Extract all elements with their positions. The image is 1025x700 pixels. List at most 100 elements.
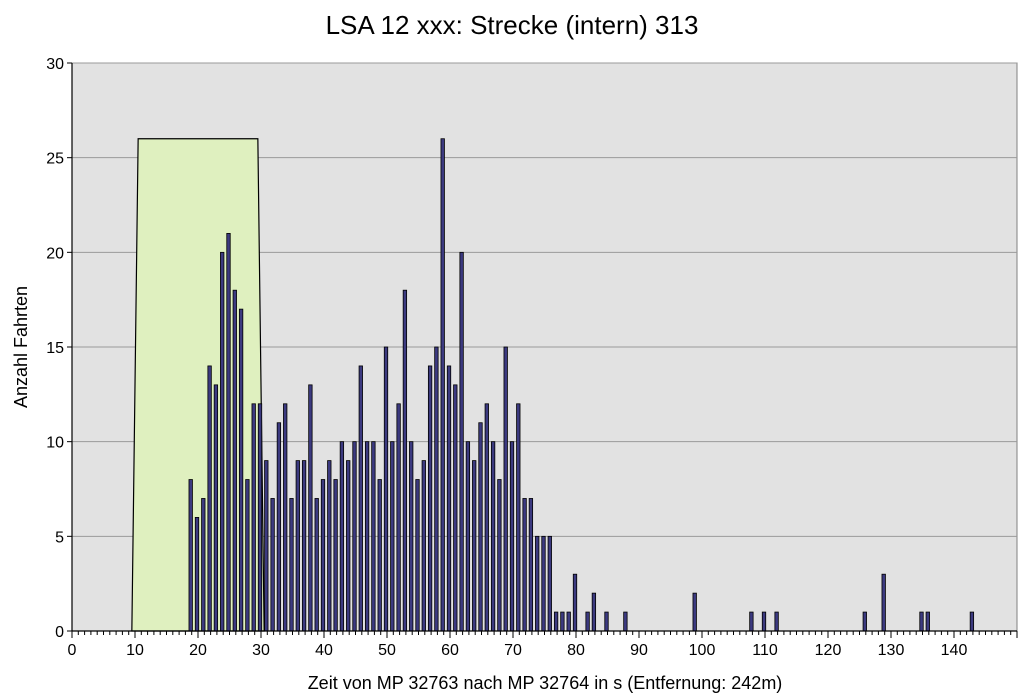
- bar: [484, 403, 489, 632]
- x-tick-label: 30: [252, 642, 270, 659]
- x-tick-label: 60: [441, 642, 459, 659]
- bar: [402, 289, 408, 632]
- bar: [497, 479, 502, 632]
- x-tick-label: 130: [878, 642, 905, 659]
- bar: [516, 403, 521, 632]
- bar: [346, 460, 351, 632]
- bar: [919, 611, 924, 632]
- bar: [409, 441, 414, 632]
- bar: [333, 479, 338, 632]
- bar: [383, 346, 389, 632]
- x-tick-label: 0: [68, 642, 77, 659]
- bar: [257, 403, 263, 632]
- bar: [478, 422, 483, 632]
- bar: [604, 611, 609, 632]
- x-tick-label: 20: [189, 642, 207, 659]
- bar: [220, 251, 225, 632]
- chart-title: LSA 12 xxx: Strecke (intern) 313: [326, 10, 699, 40]
- bar: [623, 611, 628, 632]
- bar: [289, 498, 294, 632]
- y-axis-label: Anzahl Fahrten: [11, 286, 31, 408]
- bar: [207, 365, 212, 632]
- bar: [522, 498, 527, 632]
- bar: [358, 365, 363, 632]
- bar: [320, 479, 326, 632]
- x-axis-label: Zeit von MP 32763 nach MP 32764 in s (En…: [308, 673, 783, 693]
- x-tick-label: 140: [941, 642, 968, 659]
- bar: [377, 479, 382, 632]
- bar: [226, 232, 231, 632]
- x-tick-label: 120: [815, 642, 842, 659]
- x-tick-label: 110: [752, 642, 778, 659]
- bar: [490, 441, 496, 632]
- bar: [201, 498, 206, 632]
- bar: [364, 441, 370, 632]
- bar: [390, 441, 395, 632]
- x-tick-label: 100: [689, 642, 716, 659]
- bar: [541, 535, 546, 632]
- bar: [415, 479, 420, 632]
- bar: [560, 611, 565, 632]
- bar: [535, 535, 540, 632]
- bar: [396, 403, 401, 632]
- bar: [774, 611, 779, 632]
- bar: [761, 611, 767, 632]
- bar: [472, 460, 477, 632]
- x-tick-label: 40: [315, 642, 333, 659]
- x-tick-label: 80: [567, 642, 585, 659]
- bar: [434, 346, 439, 632]
- y-tick-label: 15: [46, 340, 64, 357]
- bar: [881, 573, 886, 632]
- bar: [749, 611, 754, 632]
- bar: [440, 138, 445, 632]
- bar: [692, 592, 697, 632]
- bar: [232, 289, 237, 632]
- bar: [188, 479, 193, 632]
- bar: [925, 611, 930, 632]
- bar: [264, 460, 269, 632]
- bar: [352, 441, 357, 632]
- bar: [238, 308, 244, 632]
- x-axis: 0 10 20 30 40 50 60 70 80 90 100 110 120 130 140: [68, 630, 1018, 659]
- bar: [371, 441, 376, 632]
- y-tick-label: 25: [46, 151, 64, 168]
- y-tick-label: 5: [55, 529, 64, 546]
- x-tick-label: 10: [126, 642, 144, 659]
- bar: [421, 460, 426, 632]
- y-tick-label: 0: [55, 624, 64, 641]
- bar: [503, 346, 508, 632]
- bar: [969, 611, 975, 632]
- bar: [327, 460, 332, 632]
- bar: [194, 517, 200, 632]
- bar: [465, 441, 471, 632]
- bar: [276, 422, 282, 632]
- bar: [459, 251, 464, 632]
- bar: [547, 535, 552, 632]
- bar: [572, 573, 578, 632]
- bar: [339, 441, 345, 632]
- y-tick-label: 30: [46, 56, 64, 73]
- bar: [509, 441, 515, 632]
- x-tick-label: 90: [630, 642, 648, 659]
- bar: [301, 460, 307, 632]
- bar: [283, 403, 288, 632]
- bar: [528, 498, 534, 632]
- bar: [585, 611, 590, 632]
- x-tick-label: 70: [504, 642, 522, 659]
- y-tick-label: 20: [46, 245, 64, 262]
- bar: [295, 460, 300, 632]
- bar: [446, 365, 452, 632]
- bar: [591, 592, 597, 632]
- bar: [314, 498, 319, 632]
- bar: [213, 384, 219, 632]
- bar: [453, 384, 458, 632]
- bar: [245, 479, 250, 632]
- bar: [862, 611, 867, 632]
- bar: [427, 365, 433, 632]
- bar: [308, 384, 313, 632]
- bar: [270, 498, 275, 632]
- y-axis: 0 5 10 15 20 25 30: [46, 56, 73, 641]
- bar: [553, 611, 559, 632]
- x-tick-label: 50: [378, 642, 396, 659]
